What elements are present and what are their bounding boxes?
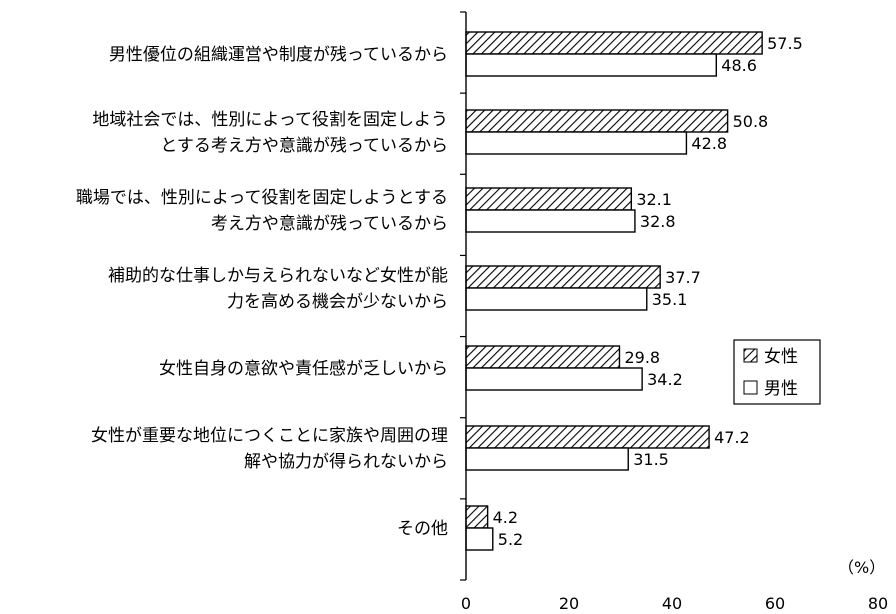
legend: 女性 男性: [733, 339, 821, 405]
category-label-2-line-0: 職場では、性別によって役割を固定しようとする: [76, 188, 448, 208]
x-tick-label-4: 80: [868, 594, 888, 613]
legend-label-male: 男性: [764, 379, 798, 399]
bar-female-5: [465, 425, 710, 449]
value-label-female-6: 4.2: [493, 508, 518, 527]
category-label-6-line-0: その他: [397, 519, 448, 539]
value-label-female-2: 32.1: [636, 190, 672, 209]
value-label-female-0: 57.5: [767, 34, 803, 53]
bars-layer: 57.5 48.6 50.8 42.8 32.1 32.8 37.7 35.1 29.8 34.2…: [465, 31, 803, 551]
bar-male-5: [465, 447, 629, 471]
bar-female-3: [465, 265, 661, 289]
value-label-female-5: 47.2: [714, 428, 750, 447]
unit-label: （%）: [838, 558, 885, 577]
category-label-3-line-1: 力を高める機会が少ないから: [227, 292, 448, 312]
category-label-5-line-0: 女性が重要な地位につくことに家族や周囲の理: [91, 426, 448, 446]
category-label-4-line-0: 女性自身の意欲や責任感が乏しいから: [159, 359, 448, 379]
value-label-female-3: 37.7: [665, 268, 701, 287]
category-label-5-line-1: 解や協力が得られないから: [244, 452, 448, 472]
value-label-female-1: 50.8: [733, 112, 769, 131]
legend-label-female: 女性: [764, 347, 798, 367]
bar-male-0: [465, 53, 717, 77]
bar-male-1: [465, 131, 688, 155]
bar-female-1: [465, 109, 729, 133]
x-axis: 0 20 40 60 80: [460, 11, 888, 613]
value-label-female-4: 29.8: [624, 348, 660, 367]
category-label-1-line-0: 地域社会では、性別によって役割を固定しよう: [92, 110, 448, 130]
value-label-male-5: 31.5: [633, 450, 669, 469]
bar-female-6: [465, 505, 489, 529]
value-label-male-1: 42.8: [691, 134, 727, 153]
category-label-2-line-1: 考え方や意識が残っているから: [211, 214, 448, 234]
bar-male-6: [465, 527, 494, 551]
bar-male-3: [465, 287, 648, 311]
category-label-1-line-1: とする考え方や意識が残っているから: [160, 136, 448, 156]
bar-male-4: [465, 367, 643, 391]
bar-female-4: [465, 345, 621, 369]
bar-female-2: [465, 187, 633, 211]
legend-swatch-female: [743, 348, 758, 363]
value-label-male-0: 48.6: [721, 56, 757, 75]
bar-female-0: [465, 31, 763, 55]
category-label-0-line-0: 男性優位の組織運営や制度が残っているから: [109, 45, 448, 65]
value-label-male-3: 35.1: [652, 290, 688, 309]
legend-swatch-male: [743, 380, 758, 395]
x-tick-label-1: 20: [559, 594, 579, 613]
bar-male-2: [465, 209, 636, 233]
value-label-male-6: 5.2: [498, 530, 523, 549]
x-tick-label-2: 40: [662, 594, 682, 613]
x-tick-label-3: 60: [765, 594, 785, 613]
value-label-male-4: 34.2: [647, 370, 683, 389]
x-tick-label-0: 0: [461, 594, 471, 613]
category-label-3-line-0: 補助的な仕事しか与えられないなど女性が能: [108, 266, 448, 286]
value-label-male-2: 32.8: [640, 212, 676, 231]
category-labels: 男性優位の組織運営や制度が残っているから地域社会では、性別によって役割を固定しよ…: [76, 45, 448, 539]
